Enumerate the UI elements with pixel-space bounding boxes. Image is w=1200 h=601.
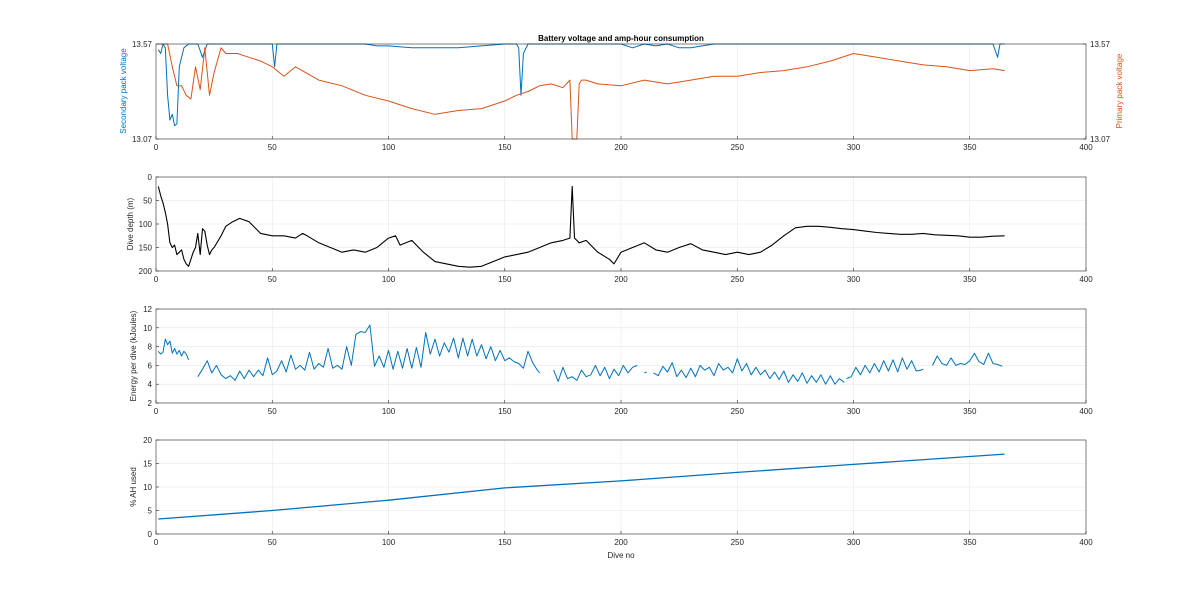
x-tick-label: 400 bbox=[1079, 538, 1093, 547]
depth-subplot: 0 50 100 150 200 250 300 350 400 0 50 100 150 200 Div… bbox=[126, 173, 1093, 284]
y-tick-label: 100 bbox=[139, 220, 153, 229]
x-tick-label: 100 bbox=[382, 407, 396, 416]
y-tick-label: 6 bbox=[148, 361, 153, 370]
x-tick-label: 250 bbox=[731, 143, 745, 152]
x-tick-label: 300 bbox=[847, 538, 861, 547]
depth-grid bbox=[156, 177, 1086, 271]
ah-grid bbox=[156, 440, 1086, 534]
voltage-grid bbox=[271, 44, 971, 139]
x-tick-label: 0 bbox=[154, 275, 159, 284]
ah-series bbox=[158, 453, 1005, 520]
ah-y-axis-label: % AH used bbox=[129, 467, 138, 507]
dive-depth-line bbox=[157, 185, 1005, 268]
y-tick-label: 10 bbox=[143, 324, 152, 333]
x-tick-label: 200 bbox=[614, 407, 628, 416]
x-tick-label: 50 bbox=[268, 143, 277, 152]
chart-title: Battery voltage and amp-hour consumption bbox=[538, 34, 704, 43]
energy-grid bbox=[156, 309, 1086, 403]
x-tick-label: 250 bbox=[731, 538, 745, 547]
x-tick-label: 300 bbox=[847, 143, 861, 152]
left-y-axis-label: Secondary pack voltage bbox=[119, 48, 128, 134]
x-axis-label: Dive no bbox=[607, 551, 635, 560]
x-tick-label: 0 bbox=[154, 407, 159, 416]
y-tick-label: 50 bbox=[143, 197, 152, 206]
x-tick-label: 200 bbox=[614, 538, 628, 547]
x-tick-label: 250 bbox=[731, 275, 745, 284]
y-tick-label: 15 bbox=[143, 460, 152, 469]
energy-line-segment bbox=[653, 358, 845, 385]
right-y-tick-label: 13.57 bbox=[1090, 40, 1111, 49]
x-tick-label: 150 bbox=[498, 143, 512, 152]
y-tick-label: 4 bbox=[148, 380, 153, 389]
x-tick-label: 100 bbox=[382, 275, 396, 284]
depth-ticks: 0 50 100 150 200 250 300 350 400 0 50 100 150 200 bbox=[139, 173, 1094, 284]
energy-line-segment bbox=[932, 352, 1003, 367]
energy-line-segment bbox=[197, 324, 540, 381]
ah-used-line bbox=[158, 453, 1005, 520]
y-tick-label: 13.57 bbox=[132, 40, 153, 49]
right-y-tick-label: 13.07 bbox=[1090, 135, 1111, 144]
energy-line-segment bbox=[553, 364, 638, 382]
x-tick-label: 350 bbox=[963, 407, 977, 416]
energy-line-segment bbox=[846, 357, 924, 380]
x-tick-label: 350 bbox=[963, 143, 977, 152]
voltage-subplot: Battery voltage and amp-hour consumption… bbox=[119, 34, 1124, 152]
x-tick-label: 150 bbox=[498, 275, 512, 284]
depth-y-axis-label: Dive depth (m) bbox=[126, 197, 135, 250]
ah-subplot: 0 50 100 150 200 250 300 350 400 0 5 10 15 20 % AH us… bbox=[129, 436, 1093, 560]
y-tick-label: 0 bbox=[148, 173, 153, 182]
primary-voltage-line bbox=[158, 43, 1005, 140]
right-y-axis-label: Primary pack voltage bbox=[1115, 53, 1124, 128]
x-tick-label: 100 bbox=[382, 538, 396, 547]
x-tick-label: 400 bbox=[1079, 275, 1093, 284]
x-tick-label: 300 bbox=[847, 407, 861, 416]
energy-y-axis-label: Energy per dive (kJoules) bbox=[129, 310, 138, 401]
x-tick-label: 50 bbox=[268, 275, 277, 284]
depth-series bbox=[157, 185, 1005, 268]
y-tick-label: 150 bbox=[139, 244, 153, 253]
y-tick-label: 2 bbox=[148, 399, 153, 408]
x-tick-label: 0 bbox=[154, 538, 159, 547]
x-tick-label: 100 bbox=[382, 143, 396, 152]
y-tick-label: 200 bbox=[139, 267, 153, 276]
y-tick-label: 13.07 bbox=[132, 135, 153, 144]
energy-ticks: 0 50 100 150 200 250 300 350 400 2 4 6 8 10 12 bbox=[143, 305, 1093, 416]
x-tick-label: 350 bbox=[963, 538, 977, 547]
x-tick-label: 400 bbox=[1079, 143, 1093, 152]
energy-series bbox=[157, 324, 1003, 385]
y-tick-label: 8 bbox=[148, 343, 153, 352]
y-tick-label: 10 bbox=[143, 483, 152, 492]
x-tick-label: 200 bbox=[614, 143, 628, 152]
x-tick-label: 300 bbox=[847, 275, 861, 284]
energy-line-segment bbox=[644, 371, 647, 374]
x-tick-label: 200 bbox=[614, 275, 628, 284]
x-tick-label: 350 bbox=[963, 275, 977, 284]
y-tick-label: 5 bbox=[148, 507, 153, 516]
y-tick-label: 12 bbox=[143, 305, 152, 314]
x-tick-label: 250 bbox=[731, 407, 745, 416]
energy-line-segment bbox=[157, 338, 190, 360]
x-tick-label: 150 bbox=[498, 407, 512, 416]
x-tick-label: 0 bbox=[154, 143, 159, 152]
x-tick-label: 400 bbox=[1079, 407, 1093, 416]
x-tick-label: 50 bbox=[268, 407, 277, 416]
voltage-ticks: 0 50 100 150 200 250 300 350 40013.0713.5713.071… bbox=[132, 40, 1111, 152]
x-tick-label: 50 bbox=[268, 538, 277, 547]
y-tick-label: 0 bbox=[148, 530, 153, 539]
y-tick-label: 20 bbox=[143, 436, 152, 445]
ah-ticks: 0 50 100 150 200 250 300 350 400 0 5 10 15 20 bbox=[143, 436, 1093, 547]
energy-subplot: 0 50 100 150 200 250 300 350 400 2 4 6 8 10 12 Energy … bbox=[129, 305, 1093, 416]
x-tick-label: 150 bbox=[498, 538, 512, 547]
